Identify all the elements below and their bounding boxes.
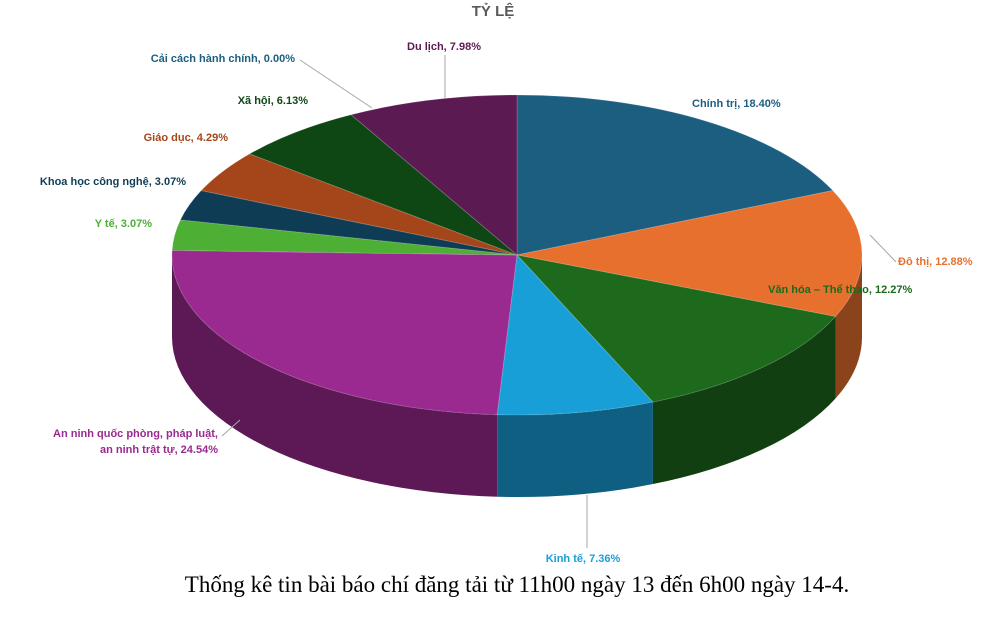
leader-line — [299, 59, 373, 109]
slice — [516, 190, 863, 318]
data-label: Kinh tế, 7.36% — [545, 553, 621, 565]
slice — [515, 254, 837, 403]
data-label: Giáo dục, 4.29% — [143, 132, 228, 144]
slice — [248, 114, 518, 256]
slice-side — [497, 402, 653, 498]
slice-side — [652, 316, 836, 485]
slice — [350, 94, 518, 257]
data-label: Y tế, 3.07% — [94, 218, 152, 230]
slice — [516, 94, 834, 256]
data-label: Khoa học công nghệ, 3.07% — [39, 176, 186, 188]
data-label: Cải cách hành chính, 0.00% — [150, 53, 295, 65]
data-label: An ninh quốc phòng, pháp luật, an ninh t… — [53, 428, 218, 456]
caption: Thống kê tin bài báo chí đăng tải từ 11h… — [184, 572, 850, 597]
slice — [496, 253, 654, 416]
leader-line — [869, 234, 897, 263]
slice — [171, 249, 518, 416]
slice — [179, 190, 518, 256]
slice — [200, 153, 518, 256]
data-label: Xã hội, 6.13% — [237, 95, 308, 107]
slice-side — [835, 255, 862, 399]
leader-line — [221, 419, 241, 437]
slice-side — [172, 255, 498, 497]
chart-title: TỶ LỆ — [471, 3, 515, 20]
data-label: Du lịch, 7.98% — [407, 41, 481, 53]
slice — [171, 219, 518, 256]
data-label: Chính trị, 18.40% — [692, 98, 781, 110]
data-label: Văn hóa – Thể thao, 12.27% — [768, 284, 913, 296]
data-label: Đô thị, 12.88% — [898, 256, 973, 268]
